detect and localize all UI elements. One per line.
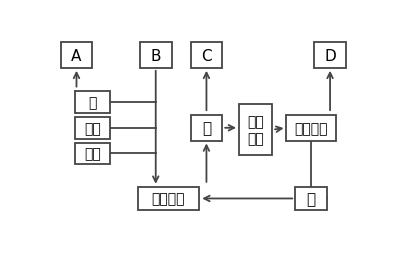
Bar [75, 92, 110, 114]
Text: 吸收: 吸收 [84, 147, 101, 161]
Text: 大气
吸收: 大气 吸收 [247, 115, 264, 145]
Bar [239, 105, 272, 156]
Bar [137, 187, 199, 210]
Text: B: B [151, 49, 161, 64]
Bar [75, 118, 110, 139]
Bar [140, 43, 172, 69]
Text: 大气辐射: 大气辐射 [294, 121, 328, 135]
Text: 乙: 乙 [202, 121, 211, 136]
Text: A: A [71, 49, 82, 64]
Bar [286, 116, 336, 141]
Bar [191, 43, 222, 69]
Text: D: D [324, 49, 336, 64]
Bar [314, 43, 346, 69]
Text: 地面吸收: 地面吸收 [152, 192, 185, 206]
Text: 散射: 散射 [84, 121, 101, 135]
Text: 丙: 丙 [306, 191, 316, 206]
Text: 甲: 甲 [88, 96, 97, 110]
Text: C: C [201, 49, 212, 64]
Bar [61, 43, 92, 69]
Bar [295, 187, 327, 210]
Bar [191, 116, 222, 141]
Bar [75, 143, 110, 164]
